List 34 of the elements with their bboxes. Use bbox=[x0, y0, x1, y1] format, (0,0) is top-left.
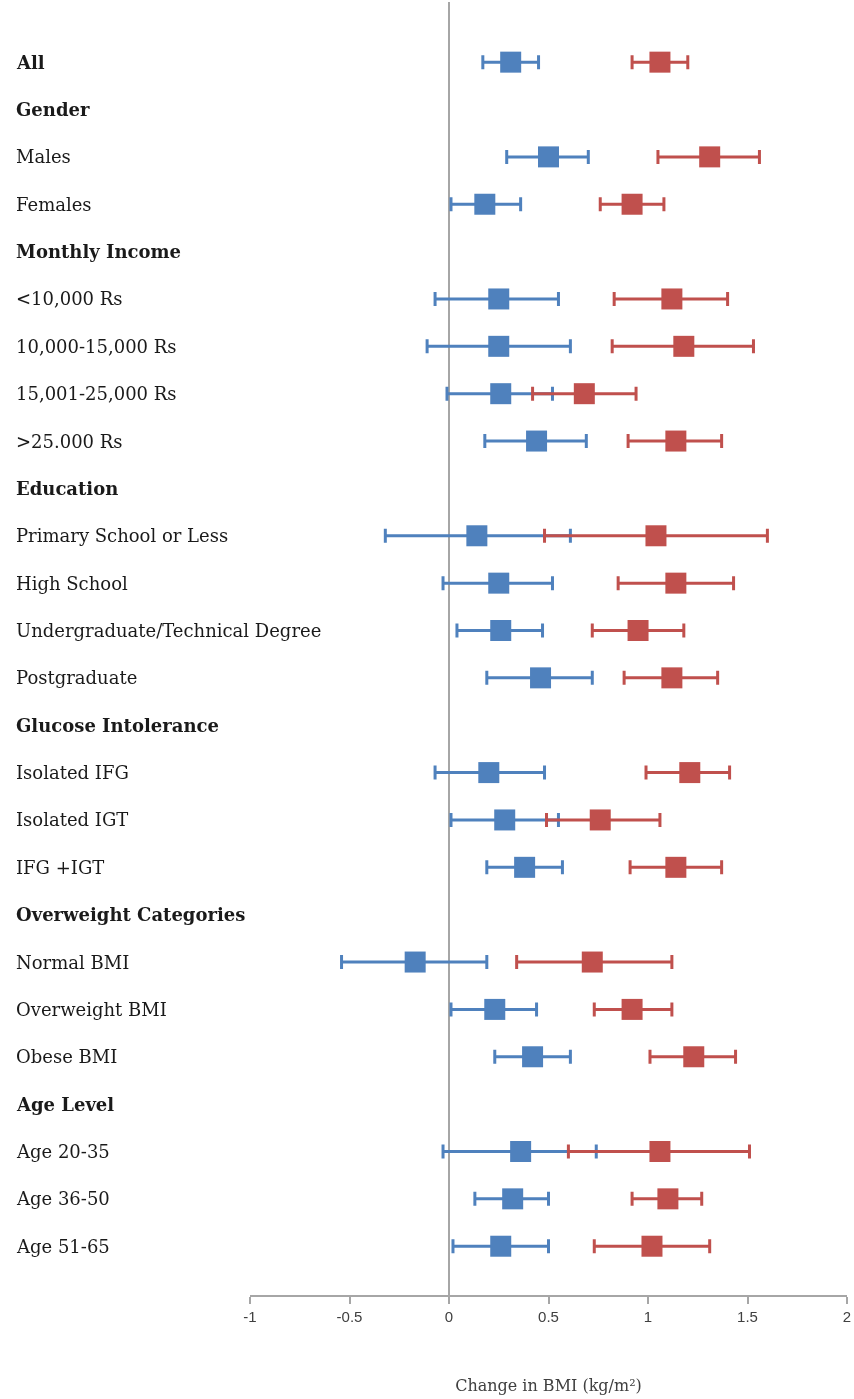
y-tick-label: <10,000 Rs bbox=[16, 288, 123, 309]
y-tick-label: IFG +IGT bbox=[16, 857, 105, 878]
y-tick-label: 15,001-25,000 Rs bbox=[16, 383, 177, 404]
y-tick-label: Females bbox=[16, 194, 92, 215]
y-tick-label: Isolated IGT bbox=[16, 809, 129, 830]
y-tick-label: Glucose Intolerance bbox=[16, 715, 219, 736]
y-tick-label: >25.000 Rs bbox=[16, 431, 123, 452]
y-tick-label: Overweight Categories bbox=[16, 904, 246, 925]
y-tick-label: 10,000-15,000 Rs bbox=[16, 336, 177, 357]
y-tick-label: Gender bbox=[16, 99, 90, 120]
y-tick-label: Monthly Income bbox=[16, 241, 181, 262]
y-tick-label: Overweight BMI bbox=[16, 999, 167, 1020]
y-tick-label: Males bbox=[16, 146, 71, 167]
y-tick-label: High School bbox=[16, 573, 128, 594]
y-tick-label: Education bbox=[16, 478, 119, 499]
x-tick-label: -1 bbox=[243, 1308, 257, 1325]
y-tick-label: Normal BMI bbox=[16, 952, 130, 973]
x-tick-label: 0 bbox=[444, 1308, 454, 1325]
x-tick-label: 2 bbox=[842, 1308, 852, 1325]
y-tick-label: Age 20-35 bbox=[16, 1141, 110, 1162]
y-tick-label: Postgraduate bbox=[16, 667, 138, 688]
y-tick-label: Obese BMI bbox=[16, 1046, 118, 1067]
y-tick-label: Isolated IFG bbox=[16, 762, 129, 783]
x-tick-label: 0.5 bbox=[538, 1308, 559, 1325]
y-tick-label: Age 36-50 bbox=[16, 1188, 110, 1209]
x-tick-label: 1.5 bbox=[737, 1308, 758, 1325]
x-axis-title: Change in BMI (kg/m²) bbox=[455, 1376, 642, 1396]
x-tick-label: 1 bbox=[643, 1308, 653, 1325]
x-tick-label: -0.5 bbox=[336, 1308, 363, 1325]
y-tick-label: Age Level bbox=[16, 1094, 115, 1115]
y-tick-label: Primary School or Less bbox=[16, 525, 229, 546]
y-tick-label: Undergraduate/Technical Degree bbox=[16, 620, 322, 641]
y-tick-label: All bbox=[16, 52, 45, 73]
y-tick-label: Age 51-65 bbox=[16, 1236, 110, 1257]
